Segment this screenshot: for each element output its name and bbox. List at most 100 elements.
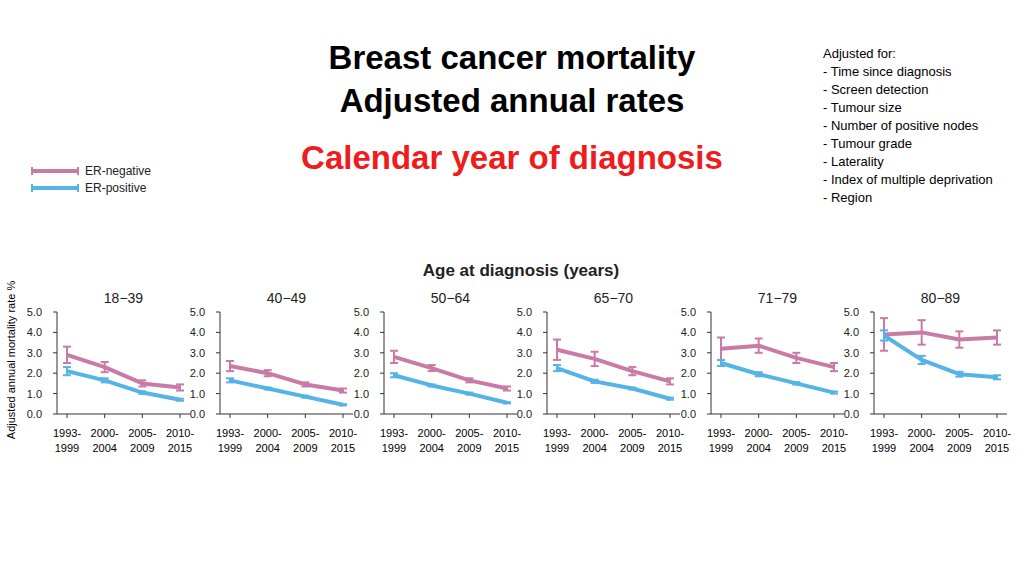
subtitle: Calendar year of diagnosis [301,139,723,176]
error-bar-stem [556,340,558,360]
error-bar [880,330,888,340]
x-tick-label: 2010-2015 [820,427,848,454]
error-bar [301,382,309,386]
y-tick [216,352,220,353]
y-tick-label: 0.0 [681,408,696,420]
y-tick [380,373,384,374]
error-bar-cap [138,390,146,392]
x-tick-label-line: 2015 [985,442,1009,454]
y-tick-label: 5.0 [190,306,205,318]
error-bar [390,373,398,377]
x-tick [834,414,835,418]
x-tick-label: 2010-2015 [983,427,1011,454]
error-bar-cap [63,346,71,348]
y-axis [57,312,58,414]
x-tick-label-line: 1993- [216,427,244,439]
series-line [721,346,834,367]
y-tick [707,312,711,313]
error-bar-cap [553,359,561,361]
error-bar-stem [958,331,960,347]
error-bar-cap [226,360,234,362]
error-bar-cap [553,370,561,372]
error-bar-stem [921,356,923,364]
error-bar [176,399,184,401]
plot-area [226,361,347,405]
x-tick-label-line: 2010- [493,427,521,439]
error-bar-cap [226,381,234,383]
y-tick [380,393,384,394]
error-bar-stem [393,351,395,363]
error-bar-cap [755,352,763,354]
error-bar-cap [339,392,347,394]
error-bar-cap [226,370,234,372]
y-tick [216,373,220,374]
x-tick [343,414,344,418]
y-tick [380,312,384,313]
error-bar-cap [830,393,838,395]
y-tick [870,373,874,374]
y-tick [216,332,220,333]
error-bar-cap [176,390,184,392]
adjustments-heading: Adjusted for: [823,46,896,61]
y-tick [543,352,547,353]
error-bar [880,318,888,351]
y-tick-label: 0.0 [844,408,859,420]
panel: 18−390.01.02.03.04.05.01993-19992000-200… [27,290,195,454]
x-axis [874,414,1007,415]
x-tick-label: 2000-2004 [254,427,282,454]
error-bar-cap [628,374,636,376]
x-tick-label: 1993-1999 [380,427,408,454]
legend-swatch [32,169,78,173]
error-bar-cap [176,398,184,400]
error-bar [717,338,725,360]
series-line [230,380,343,404]
x-tick [632,414,633,418]
x-tick-label: 2010-2015 [166,427,194,454]
error-bar [339,389,347,393]
error-bar-cap [101,381,109,383]
error-bar-cap [553,364,561,366]
error-bar-cap [390,372,398,374]
x-tick-label: 1993-1999 [216,427,244,454]
x-tick-label-line: 2000- [745,427,773,439]
adjustment-item: - Number of positive nodes [823,118,979,133]
error-bar-cap [918,344,926,346]
panel: 80−890.01.02.03.04.05.01993-19992000-200… [844,290,1012,454]
error-bar [465,393,473,395]
x-tick-label-line: 2005- [291,427,319,439]
y-tick [870,414,874,415]
y-tick-label: 2.0 [681,367,696,379]
y-tick [707,332,711,333]
x-tick [557,414,558,418]
error-bar-cap [101,361,109,363]
y-axis [547,312,548,414]
x-tick-label: 1993-1999 [543,427,571,454]
error-bar-cap [226,377,234,379]
plot-area [63,347,184,401]
series-line [884,332,997,339]
error-bar-cap [918,319,926,321]
error-bar-cap [339,404,347,406]
y-tick-label: 3.0 [354,347,369,359]
error-bar-cap [63,366,71,368]
panel-title: 50−64 [431,290,471,306]
error-bar-cap [591,382,599,384]
error-bar-cap [755,375,763,377]
x-tick-label-line: 2004 [255,442,279,454]
error-bar-cap [138,393,146,395]
y-tick [707,393,711,394]
y-tick-label: 2.0 [844,367,859,379]
y-axis [384,312,385,414]
y-tick-label: 3.0 [681,347,696,359]
error-bar-cap [428,385,436,387]
error-bar-cap [264,389,272,391]
x-tick-label-line: 2009 [620,442,644,454]
error-bar [226,378,234,382]
error-bar-cap [993,329,1001,331]
panel-title: 71−79 [758,290,798,306]
error-bar-cap [591,351,599,353]
adjustment-item: - Index of multiple deprivation [823,172,993,187]
error-bar-cap [755,371,763,373]
y-tick-label: 1.0 [354,388,369,400]
error-bar-cap [63,374,71,376]
